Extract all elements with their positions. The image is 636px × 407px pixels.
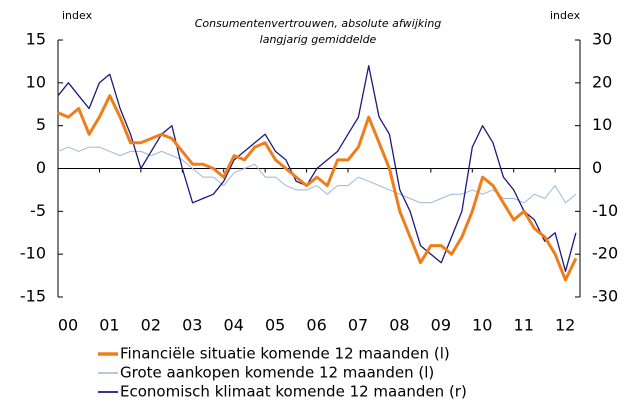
y2-tick-label: 20 xyxy=(592,72,612,91)
x-tick-label: 12 xyxy=(555,316,575,335)
y-tick-label: -10 xyxy=(20,244,46,263)
y-tick-label: 15 xyxy=(26,30,46,49)
y-tick-label: 10 xyxy=(26,72,46,91)
y-tick-label: -15 xyxy=(20,287,46,306)
series-line xyxy=(57,146,577,204)
x-tick-label: 04 xyxy=(224,316,244,335)
x-tick-label: 09 xyxy=(431,316,451,335)
y2-tick-label: 30 xyxy=(592,30,612,49)
y2-tick-label: 10 xyxy=(592,115,612,134)
y2-tick-label: -10 xyxy=(592,201,618,220)
y-axis-label: index xyxy=(62,9,93,22)
chart-subtitle: langjarig gemiddelde xyxy=(260,33,377,46)
legend-label: Financiële situatie komende 12 maanden (… xyxy=(120,345,450,363)
x-tick-label: 11 xyxy=(514,316,534,335)
x-tick-label: 02 xyxy=(141,316,161,335)
x-tick-label: 07 xyxy=(348,316,368,335)
x-tick-label: 06 xyxy=(306,316,326,335)
x-tick-label: 08 xyxy=(389,316,409,335)
y2-tick-label: -30 xyxy=(592,287,618,306)
x-tick-label: 10 xyxy=(472,316,492,335)
y-tick-label: -5 xyxy=(30,201,46,220)
y2-tick-label: -20 xyxy=(592,244,618,263)
series-line xyxy=(57,94,578,282)
x-tick-label: 03 xyxy=(182,316,202,335)
y2-tick-label: 0 xyxy=(592,158,602,177)
x-tick-label: 00 xyxy=(58,316,78,335)
legend-label: Economisch klimaat komende 12 maanden (r… xyxy=(120,383,467,401)
y-tick-label: 0 xyxy=(36,158,46,177)
series-line xyxy=(57,65,577,272)
y-tick-label: 5 xyxy=(36,115,46,134)
x-tick-label: 01 xyxy=(99,316,119,335)
chart-title: Consumentenvertrouwen, absolute afwijkin… xyxy=(195,17,442,30)
y2-axis-label: index xyxy=(550,9,581,22)
legend-label: Grote aankopen komende 12 maanden (l) xyxy=(120,364,434,382)
x-tick-label: 05 xyxy=(265,316,285,335)
